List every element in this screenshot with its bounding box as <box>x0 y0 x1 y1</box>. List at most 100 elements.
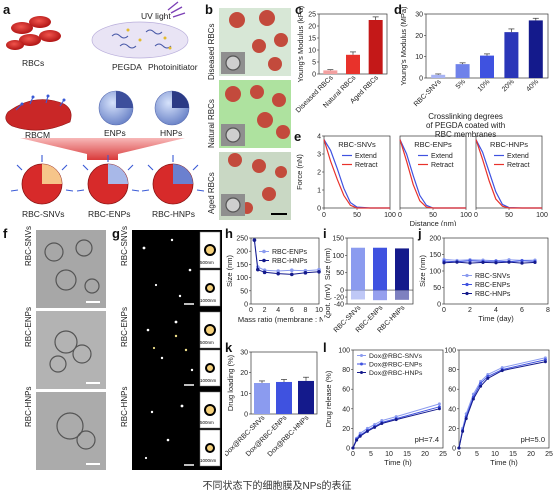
uv-light-label: UV light <box>141 11 171 21</box>
y-tick-label: 150 <box>429 252 441 259</box>
x-tick-label: 2 <box>263 307 267 314</box>
ph-label: pH=7.4 <box>415 435 439 444</box>
data-point <box>276 269 280 273</box>
data-point <box>290 272 294 277</box>
x-tick-label: 0 <box>398 212 402 219</box>
data-point <box>256 267 260 272</box>
y-tick-label: 200 <box>236 249 248 256</box>
y-tick-label: 40 <box>448 406 456 413</box>
chart-j-stability: 0 50 100 150 200 Size (nm) 0 2 4 6 8 RBC-SNVs RBC-EN… <box>418 236 550 324</box>
g-row-label-enps: RBC-ENPs <box>120 306 129 347</box>
legend-marker <box>360 362 363 366</box>
rbc-membrane-icon <box>5 94 72 131</box>
data-point <box>442 261 446 265</box>
bar <box>368 20 383 74</box>
x-tick-label: 4 <box>276 307 280 314</box>
bar <box>254 383 270 414</box>
series-line <box>443 258 536 262</box>
d-caption-line: of PEGDA coated with <box>426 121 506 130</box>
x-tick-label: 40% <box>525 78 540 93</box>
y-tick-label: 250 <box>236 236 248 243</box>
data-point <box>437 402 441 406</box>
legend-marker <box>465 273 469 278</box>
data-point <box>317 269 321 274</box>
b-row-label-diseased: Diseased RBCs <box>207 23 216 80</box>
y-tick-label: 20 <box>415 33 423 40</box>
data-point <box>500 369 504 373</box>
y-tick-label: 150 <box>332 236 344 243</box>
subplot-title: RBC-ENPs <box>414 140 452 149</box>
d-caption: Crosslinking degrees of PEGDA coated wit… <box>426 112 505 139</box>
enp-particle-icon <box>98 90 134 126</box>
y-tick-label: 50 <box>336 270 344 277</box>
x-tick-label: 8 <box>546 307 550 314</box>
data-point <box>358 434 362 438</box>
y-tick-label: 10 <box>308 48 316 55</box>
plot-frame <box>346 237 414 305</box>
data-point <box>543 360 547 364</box>
y-tick-label: 2 <box>317 170 321 177</box>
legend-marker <box>262 249 266 254</box>
f-row-label-hnps: RBC-HNPs <box>24 386 33 427</box>
chart-d-youngs-modulus-pegda: 0 10 20 30 Young's Modulus (MPa) RBC-SNVs 5% 10… <box>399 6 549 108</box>
data-point <box>494 261 498 265</box>
x-tick-label: 4 <box>494 307 498 314</box>
legend-label: Dox@RBC-HNPs <box>369 370 423 377</box>
y-tick-label: 100 <box>429 269 441 276</box>
g-scale-label: 1000nm <box>200 298 217 303</box>
x-tick-label: 25 <box>545 451 553 458</box>
x-tick-label: RBC-SNVs <box>413 78 443 108</box>
data-point <box>455 260 459 264</box>
panel-label-e: e <box>294 129 302 144</box>
data-point <box>479 384 483 388</box>
legend-label: Dox@RBC-SNVs <box>369 353 423 360</box>
bar <box>346 54 360 74</box>
panel-label-d: d <box>394 2 402 17</box>
series-line <box>475 139 542 209</box>
rbc-enps-label: RBC-ENPs <box>88 209 131 219</box>
y-tick-label: 0 <box>244 412 248 419</box>
y-tick-label: 80 <box>342 367 350 374</box>
hnps-label: HNPs <box>160 128 183 138</box>
data-point <box>351 446 355 450</box>
figure-caption: 不同状态下的细胞膜及NPs的表征 <box>202 481 352 492</box>
y-axis-label: Drug release (%) <box>324 370 333 427</box>
schematic-figure <box>5 1 205 205</box>
legend-label: RBC-HNPs <box>272 258 308 265</box>
y-tick-label: 30 <box>415 12 423 19</box>
y-tick-label: 0 <box>317 206 321 213</box>
y-tick-label: 80 <box>448 367 456 374</box>
x-tick-label: 100 <box>384 212 396 219</box>
y-tick-label: -40 <box>334 302 344 309</box>
zeta-bar <box>351 290 365 300</box>
y-tick-label: 1 <box>317 188 321 195</box>
x-tick-label: 20 <box>421 451 429 458</box>
bar <box>395 248 409 291</box>
chart-e-force-distance: Force (nN) 0 1 2 3 4 0 50 100 RBC-SNVs Extend Retra… <box>295 134 548 227</box>
data-point <box>380 422 384 425</box>
x-tick-label: 100 <box>536 212 548 219</box>
g-scale-label: 1000nm <box>200 378 217 383</box>
x-tick-label: 15 <box>403 451 411 458</box>
x-tick-label: 6 <box>520 307 524 314</box>
x-tick-label: 0 <box>322 212 326 219</box>
series-line <box>443 260 536 263</box>
g-scale-label: 1000nm <box>200 458 217 463</box>
y-tick-label: 0 <box>419 76 423 83</box>
subplot-title: RBC-HNPs <box>490 140 528 149</box>
d-caption-line: RBC membranes <box>434 130 497 139</box>
chart-h-size-vs-mass-ratio: 0 50 100 150 200 250 Size (nm) 0 2 4 6 8 10 RBC-ENPs R… <box>225 236 323 325</box>
y-tick-label: 5 <box>312 60 316 67</box>
data-point <box>394 418 398 422</box>
f-row-label-enps: RBC-ENPs <box>24 306 33 347</box>
x-tick-label: 50 <box>505 212 513 219</box>
ph-label: pH=5.0 <box>521 435 545 444</box>
y-tick-label: 0 <box>452 446 456 453</box>
y-axis-label: Young's Modulus (MPa) <box>399 6 408 86</box>
photoinitiator-label: Photoinitiator <box>148 62 198 72</box>
bar <box>323 70 338 74</box>
panel-label-l: l <box>323 340 327 355</box>
series-line <box>458 357 546 449</box>
